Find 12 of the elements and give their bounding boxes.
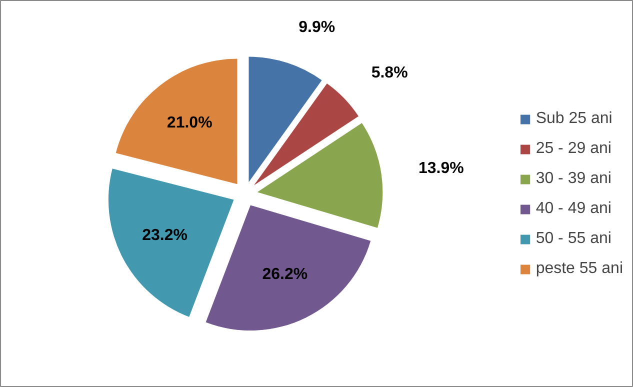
data-label: 23.2%: [142, 226, 188, 244]
data-label: 13.9%: [418, 160, 464, 177]
data-label: 5.8%: [371, 64, 408, 82]
legend-label: 40 - 49 ani: [536, 200, 612, 218]
data-label: 26.2%: [262, 266, 308, 284]
data-label: 21.0%: [166, 114, 212, 132]
legend-label: Sub 25 ani: [536, 110, 612, 128]
legend-label: 25 - 29 ani: [536, 140, 612, 158]
legend-label: 30 - 39 ani: [536, 170, 612, 188]
data-label: 9.9%: [298, 19, 336, 36]
legend-label: 50 - 55 ani: [536, 230, 612, 248]
legend-label: peste 55 ani: [536, 260, 623, 278]
